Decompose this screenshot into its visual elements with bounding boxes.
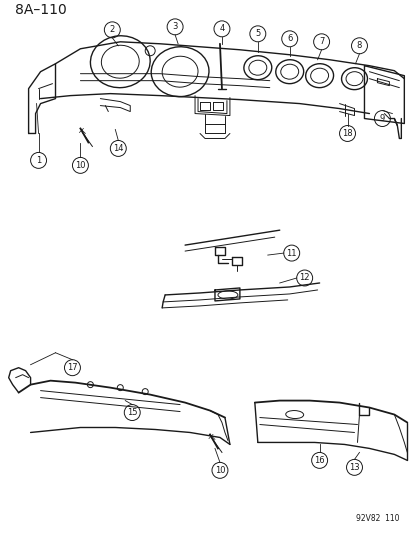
Text: 8: 8 — [356, 41, 361, 50]
Text: 15: 15 — [127, 408, 137, 417]
Text: 2: 2 — [109, 26, 115, 34]
Text: 17: 17 — [67, 363, 78, 372]
Text: 4: 4 — [219, 25, 224, 34]
Text: 5: 5 — [254, 29, 260, 38]
Text: 11: 11 — [286, 248, 296, 257]
Text: 7: 7 — [318, 37, 323, 46]
Text: 9: 9 — [379, 114, 384, 123]
Text: 6: 6 — [286, 34, 292, 43]
Text: 13: 13 — [348, 463, 359, 472]
Text: 10: 10 — [214, 466, 225, 475]
Text: 1: 1 — [36, 156, 41, 165]
Text: 92V82  110: 92V82 110 — [355, 514, 399, 523]
Text: 8A–110: 8A–110 — [14, 3, 66, 17]
Text: 3: 3 — [172, 22, 177, 31]
Text: 12: 12 — [299, 273, 309, 282]
Text: 16: 16 — [313, 456, 324, 465]
Text: 10: 10 — [75, 161, 85, 170]
Text: 18: 18 — [342, 129, 352, 138]
Text: 14: 14 — [113, 144, 123, 153]
